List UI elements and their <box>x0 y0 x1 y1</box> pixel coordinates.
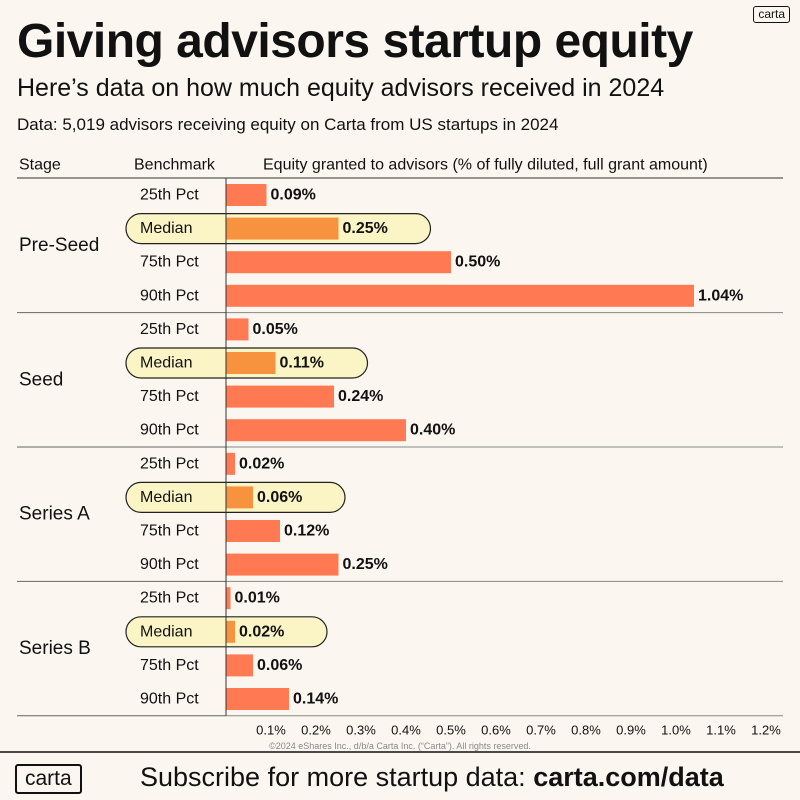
data-label: 0.40% <box>410 422 455 439</box>
data-label: 0.02% <box>239 455 284 472</box>
bar-series-a-75th-pct <box>226 520 280 542</box>
x-tick-label: 1.1% <box>706 722 736 737</box>
x-tick-label: 1.2% <box>751 722 781 737</box>
data-label: 0.02% <box>239 623 284 640</box>
x-tick-label: 0.8% <box>571 722 601 737</box>
subscribe-link[interactable]: carta.com/data <box>533 762 724 792</box>
page-title: Giving advisors startup equity <box>17 15 693 68</box>
benchmark-label: 75th Pct <box>140 254 199 271</box>
x-tick-label: 0.9% <box>616 722 646 737</box>
benchmark-label: Median <box>140 355 192 372</box>
benchmark-label: Median <box>140 489 192 506</box>
data-label: 0.50% <box>455 254 500 271</box>
data-label: 0.14% <box>293 691 338 708</box>
x-tick-label: 1.0% <box>661 722 691 737</box>
bar-series-a-90th-pct <box>226 553 339 576</box>
x-tick-label: 0.3% <box>346 722 376 737</box>
bar-pre-seed-median <box>226 217 339 240</box>
benchmark-label: 25th Pct <box>140 590 199 607</box>
bar-series-a-median <box>226 486 253 509</box>
data-label: 0.06% <box>257 489 302 506</box>
bar-pre-seed-25th-pct <box>226 184 267 206</box>
data-label: 1.04% <box>698 287 743 304</box>
carta-logo-footer[interactable]: carta <box>15 764 82 794</box>
bar-series-b-25th-pct <box>226 587 231 610</box>
benchmark-label: 90th Pct <box>140 422 199 439</box>
data-label: 0.25% <box>343 556 388 573</box>
bar-seed-75th-pct <box>226 385 334 408</box>
x-tick-label: 0.5% <box>436 722 466 737</box>
carta-logo-small[interactable]: carta <box>753 6 790 23</box>
data-label: 0.24% <box>338 388 383 405</box>
benchmark-label: 75th Pct <box>140 523 199 540</box>
benchmark-label: 75th Pct <box>140 657 199 674</box>
bar-pre-seed-75th-pct <box>226 251 451 274</box>
data-label: 0.09% <box>271 187 316 204</box>
copyright-note: ©2024 eShares Inc., d/b/a Carta Inc. (“C… <box>269 741 531 751</box>
data-label: 0.25% <box>343 220 388 237</box>
benchmark-label: 90th Pct <box>140 691 199 708</box>
data-label: 0.12% <box>284 523 329 540</box>
bar-seed-median <box>226 352 276 374</box>
stage-label: Seed <box>19 369 63 390</box>
bar-seed-25th-pct <box>226 318 249 341</box>
equity-bar-chart: Stage Benchmark Equity granted to advisors… <box>0 157 800 753</box>
page-subtitle: Here’s data on how much equity advisors … <box>17 74 665 102</box>
data-label: 0.11% <box>280 355 324 372</box>
benchmark-label: Median <box>140 220 192 237</box>
benchmark-label: 25th Pct <box>140 187 199 204</box>
data-label: 0.01% <box>235 590 280 607</box>
bar-series-b-median <box>226 620 235 643</box>
header-stage: Stage <box>19 157 61 174</box>
benchmark-label: 90th Pct <box>140 556 199 573</box>
x-tick-label: 0.1% <box>256 722 286 737</box>
bar-series-b-75th-pct <box>226 654 253 677</box>
x-tick-label: 0.4% <box>391 722 421 737</box>
header-value: Equity granted to advisors (% of fully d… <box>263 157 708 174</box>
bar-series-b-90th-pct <box>226 688 289 710</box>
benchmark-label: 25th Pct <box>140 321 199 338</box>
bar-seed-90th-pct <box>226 419 406 442</box>
benchmark-label: 25th Pct <box>140 455 199 472</box>
bar-pre-seed-90th-pct <box>226 284 694 307</box>
stage-label: Series A <box>19 504 90 525</box>
data-label: 0.06% <box>257 657 302 674</box>
subscribe-text: Subscribe for more startup data: <box>140 762 534 792</box>
benchmark-label: Median <box>140 623 192 640</box>
header-benchmark: Benchmark <box>134 157 216 174</box>
bar-series-a-25th-pct <box>226 452 235 475</box>
x-tick-label: 0.6% <box>481 722 511 737</box>
stage-label: Pre-Seed <box>19 235 99 256</box>
benchmark-label: 75th Pct <box>140 388 199 405</box>
benchmark-label: 90th Pct <box>140 287 199 304</box>
x-tick-label: 0.7% <box>526 722 556 737</box>
data-source-note: Data: 5,019 advisors receiving equity on… <box>17 115 559 134</box>
subscribe-banner: Subscribe for more startup data: carta.c… <box>140 760 724 794</box>
stage-label: Series B <box>19 638 91 659</box>
data-label: 0.05% <box>253 321 298 338</box>
x-tick-label: 0.2% <box>301 722 331 737</box>
